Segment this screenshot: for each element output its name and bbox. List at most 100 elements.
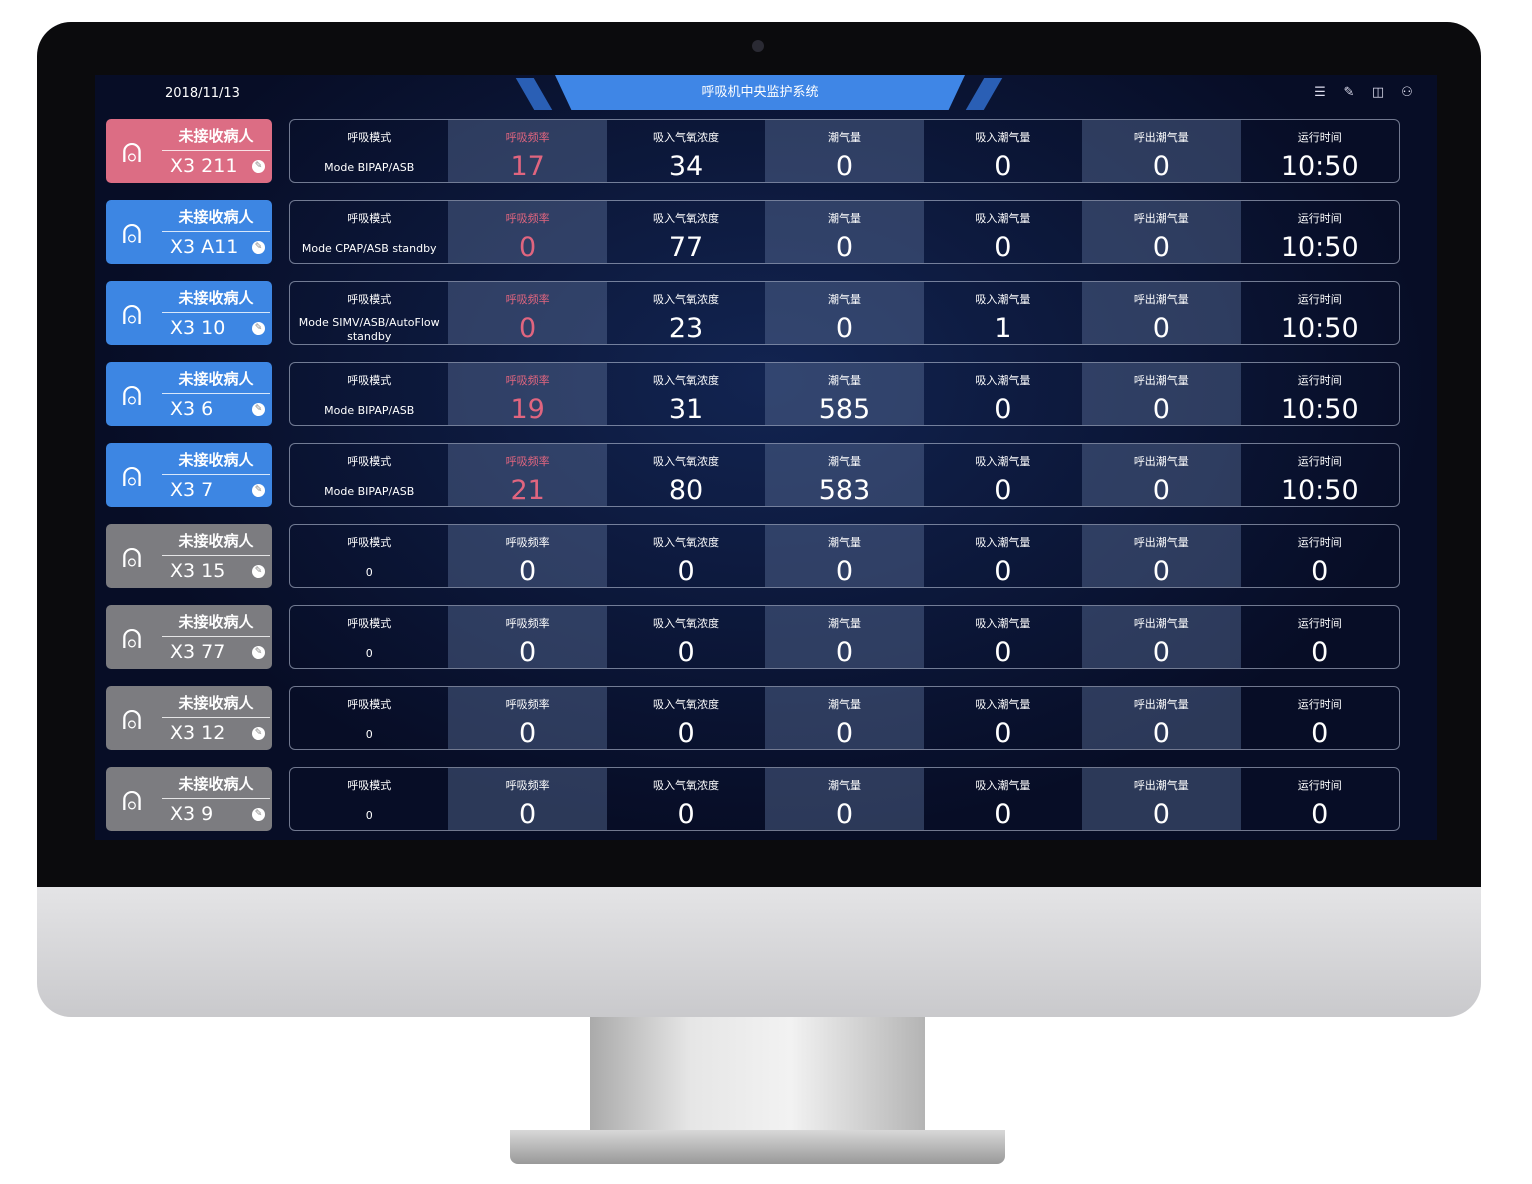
cell-label: 潮气量 (827, 536, 861, 549)
exp-tidal-volume-value: 0 (1152, 394, 1170, 425)
cell-fio2: 吸入气氧浓度 34 (607, 120, 765, 182)
cell-fio2: 吸入气氧浓度 31 (607, 363, 765, 425)
cell-mode: 呼吸模式 0 (290, 525, 448, 587)
tidal-volume-value: 0 (835, 637, 854, 668)
bed-card[interactable]: ⍝ 未接收病人 X3 12 ✎ (106, 686, 272, 750)
edit-icon[interactable]: ✎ (252, 403, 265, 416)
cell-mode: 呼吸模式 Mode SIMV/ASB/AutoFlow standby (290, 282, 448, 344)
tidal-volume-value: 0 (835, 556, 854, 587)
layout-icon[interactable]: ◫ (1371, 85, 1385, 100)
bed-card[interactable]: ⍝ 未接收病人 X3 15 ✎ (106, 524, 272, 588)
fio2-value: 34 (668, 151, 704, 182)
patient-status: 未接收病人 (178, 289, 254, 307)
tidal-volume-value: 583 (818, 475, 871, 506)
bed-card[interactable]: ⍝ 未接收病人 X3 6 ✎ (106, 362, 272, 426)
fio2-value: 0 (677, 637, 695, 668)
ventilator-row: ⍝ 未接收病人 X3 12 ✎ 呼吸模式 0 呼吸频率 0 吸入气氧浓度 0 潮气量 0 吸入潮… (106, 686, 1400, 750)
cell-label: 吸入气氧浓度 (653, 698, 720, 711)
cell-label: 呼吸频率 (505, 536, 550, 549)
edit-icon[interactable]: ✎ (252, 160, 265, 173)
metrics-table: 呼吸模式 0 呼吸频率 0 吸入气氧浓度 0 潮气量 0 吸入潮气量 0 呼出潮气量 0 运行时间 0 (289, 524, 1400, 588)
cell-label: 运行时间 (1297, 212, 1342, 225)
resp-rate-value: 21 (510, 475, 545, 506)
tidal-volume-value: 0 (835, 718, 854, 749)
cell-insp-tidal-volume: 吸入潮气量 0 (924, 606, 1082, 668)
mode-value: 0 (365, 566, 373, 579)
cell-label: 吸入潮气量 (975, 536, 1031, 549)
bed-number: X3 9 (170, 803, 214, 825)
cell-resp-rate: 呼吸频率 17 (448, 120, 607, 182)
fio2-value: 77 (668, 232, 704, 263)
cell-label: 呼吸模式 (347, 455, 392, 468)
cell-run-time: 运行时间 10:50 (1241, 120, 1399, 182)
bed-number: X3 A11 (170, 236, 239, 258)
cell-insp-tidal-volume: 吸入潮气量 0 (924, 768, 1082, 830)
edit-icon[interactable]: ✎ (252, 565, 265, 578)
edit-icon[interactable]: ✎ (1343, 85, 1355, 100)
bed-card[interactable]: ⍝ 未接收病人 X3 A11 ✎ (106, 200, 272, 264)
cell-run-time: 运行时间 10:50 (1241, 444, 1399, 506)
ventilator-row: ⍝ 未接收病人 X3 211 ✎ 呼吸模式 Mode BIPAP/ASB 呼吸频率 1… (106, 119, 1400, 183)
cell-fio2: 吸入气氧浓度 0 (607, 606, 765, 668)
run-time-value: 0 (1311, 556, 1329, 587)
cell-label: 潮气量 (827, 455, 861, 468)
cell-fio2: 吸入气氧浓度 0 (607, 768, 765, 830)
edit-icon[interactable]: ✎ (252, 808, 265, 821)
cell-resp-rate: 呼吸频率 0 (448, 282, 607, 344)
cell-resp-rate: 呼吸频率 0 (448, 768, 607, 830)
bed-number: X3 77 (170, 641, 226, 663)
fio2-value: 23 (668, 313, 704, 344)
cell-insp-tidal-volume: 吸入潮气量 0 (924, 363, 1082, 425)
ventilator-row: ⍝ 未接收病人 X3 6 ✎ 呼吸模式 Mode BIPAP/ASB 呼吸频率 19 吸… (106, 362, 1400, 426)
bed-number: X3 211 (170, 155, 238, 177)
cell-insp-tidal-volume: 吸入潮气量 0 (924, 687, 1082, 749)
resp-rate-value: 0 (519, 637, 537, 668)
fio2-value: 0 (677, 556, 695, 587)
cell-mode: 呼吸模式 0 (290, 687, 448, 749)
mode-value: 0 (365, 728, 373, 741)
edit-icon[interactable]: ✎ (252, 484, 265, 497)
cell-label: 呼出潮气量 (1133, 698, 1189, 711)
edit-icon[interactable]: ✎ (252, 727, 265, 740)
patient-status: 未接收病人 (178, 370, 254, 388)
divider (162, 312, 270, 313)
insp-tidal-volume-value: 0 (994, 799, 1012, 830)
cell-resp-rate: 呼吸频率 0 (448, 525, 607, 587)
cell-exp-tidal-volume: 呼出潮气量 0 (1082, 120, 1241, 182)
edit-icon[interactable]: ✎ (252, 322, 265, 335)
cell-run-time: 运行时间 10:50 (1241, 201, 1399, 263)
edit-icon[interactable]: ✎ (252, 241, 265, 254)
divider (162, 636, 270, 637)
divider (162, 717, 270, 718)
cell-label: 吸入气氧浓度 (653, 293, 720, 306)
edit-icon[interactable]: ✎ (252, 646, 265, 659)
cell-label: 呼吸频率 (505, 455, 550, 468)
insp-tidal-volume-value: 0 (994, 637, 1012, 668)
bed-card[interactable]: ⍝ 未接收病人 X3 9 ✎ (106, 767, 272, 831)
bed-card[interactable]: ⍝ 未接收病人 X3 7 ✎ (106, 443, 272, 507)
cell-run-time: 运行时间 10:50 (1241, 282, 1399, 344)
bed-card[interactable]: ⍝ 未接收病人 X3 77 ✎ (106, 605, 272, 669)
cell-label: 呼出潮气量 (1133, 212, 1189, 225)
metrics-table: 呼吸模式 0 呼吸频率 0 吸入气氧浓度 0 潮气量 0 吸入潮气量 0 呼出潮气量 0 运行时间 0 (289, 605, 1400, 669)
divider (162, 555, 270, 556)
cell-label: 运行时间 (1297, 617, 1342, 630)
patient-status: 未接收病人 (178, 613, 254, 631)
cell-label: 呼吸模式 (347, 293, 392, 306)
lungs-icon: ⍝ (121, 212, 143, 252)
patient-status: 未接收病人 (178, 451, 254, 469)
list-icon[interactable]: ☰ (1314, 85, 1326, 100)
cell-exp-tidal-volume: 呼出潮气量 0 (1082, 444, 1241, 506)
cell-label: 潮气量 (827, 698, 861, 711)
bed-card[interactable]: ⍝ 未接收病人 X3 211 ✎ (106, 119, 272, 183)
cell-label: 呼吸模式 (347, 212, 392, 225)
cell-exp-tidal-volume: 呼出潮气量 0 (1082, 606, 1241, 668)
cell-run-time: 运行时间 10:50 (1241, 363, 1399, 425)
ventilator-row: ⍝ 未接收病人 X3 7 ✎ 呼吸模式 Mode BIPAP/ASB 呼吸频率 21 吸… (106, 443, 1400, 507)
cell-label: 呼吸频率 (505, 779, 550, 792)
cell-label: 呼吸模式 (347, 374, 392, 387)
bed-card[interactable]: ⍝ 未接收病人 X3 10 ✎ (106, 281, 272, 345)
cell-label: 运行时间 (1297, 698, 1342, 711)
user-icon[interactable]: ⚇ (1401, 85, 1413, 100)
fio2-value: 0 (677, 718, 695, 749)
